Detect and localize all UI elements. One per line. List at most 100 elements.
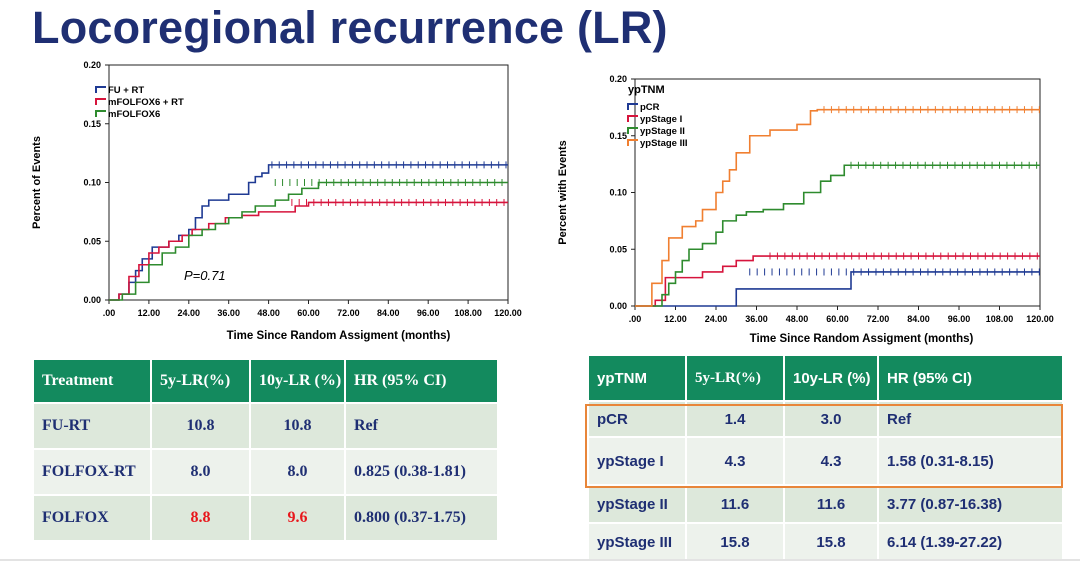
legend-label: mFOLFOX6 + RT — [108, 97, 184, 108]
lr-table-yptnm: ypTNM 5y-LR(%) 10y-LR (%) HR (95% CI) pC… — [588, 355, 1063, 561]
censor-marks — [823, 106, 1040, 114]
x-tick-label: 48.00 — [786, 314, 809, 324]
table-row: ypStage II 11.6 11.6 3.77 (0.87-16.38) — [588, 485, 1063, 523]
x-tick-label: .00 — [103, 308, 116, 318]
x-tick-label: 72.00 — [867, 314, 890, 324]
cell-10y-lr: 4.3 — [784, 437, 878, 485]
table-row: pCR 1.4 3.0 Ref — [588, 401, 1063, 437]
y-tick-label: 0.05 — [609, 244, 627, 254]
header-hr: HR (95% CI) — [878, 355, 1063, 401]
x-tick-label: 24.00 — [178, 308, 201, 318]
x-tick-label: 36.00 — [217, 308, 240, 318]
x-tick-label: 36.00 — [745, 314, 768, 324]
censor-marks — [769, 252, 1038, 260]
x-tick-label: 120.00 — [494, 308, 522, 318]
table-row: FU-RT 10.8 10.8 Ref — [33, 403, 498, 449]
header-treatment: Treatment — [33, 359, 151, 403]
cell-hr: 1.58 (0.31-8.15) — [878, 437, 1063, 485]
y-tick-label: 0.20 — [83, 60, 101, 70]
y-axis-label: Percent with Events — [557, 140, 569, 245]
cell-10y-lr: 10.8 — [250, 403, 345, 449]
x-tick-label: 108.00 — [986, 314, 1014, 324]
x-tick-label: 12.00 — [138, 308, 161, 318]
series-line — [109, 201, 508, 301]
table-row: ypStage I 4.3 4.3 1.58 (0.31-8.15) — [588, 437, 1063, 485]
y-tick-label: 0.15 — [83, 119, 101, 129]
legend-title: ypTNM — [628, 84, 665, 96]
x-tick-label: 120.00 — [1026, 314, 1054, 324]
x-tick-label: 60.00 — [297, 308, 320, 318]
cell-treatment: FU-RT — [33, 403, 151, 449]
table-header-row: ypTNM 5y-LR(%) 10y-LR (%) HR (95% CI) — [588, 355, 1063, 401]
cell-hr: 0.800 (0.37-1.75) — [345, 495, 498, 541]
x-tick-label: 84.00 — [377, 308, 400, 318]
x-tick-label: 48.00 — [257, 308, 280, 318]
header-10y-lr: 10y-LR (%) — [784, 355, 878, 401]
cell-10y-lr-highlight: 9.6 — [250, 495, 345, 541]
x-tick-label: 108.00 — [454, 308, 482, 318]
censor-marks — [274, 179, 503, 186]
x-axis-label: Time Since Random Assigment (months) — [227, 330, 451, 342]
legend-label: mFOLFOX6 — [108, 109, 160, 120]
lr-table-treatment: Treatment 5y-LR(%) 10y-LR (%) HR (95% CI… — [33, 359, 498, 541]
x-tick-label: 24.00 — [705, 314, 728, 324]
km-chart-yptnm: 0.00 0.05 0.10 0.15 0.20 .00 12.00 24.00 36.00 48… — [557, 74, 1054, 345]
cell-hr: 0.825 (0.38-1.81) — [345, 449, 498, 495]
censor-marks — [271, 161, 507, 169]
cell-stage: ypStage II — [588, 485, 686, 523]
x-tick-label: 96.00 — [417, 308, 440, 318]
y-tick-label: 0.05 — [83, 236, 101, 246]
slide-title: Locoregional recurrence (LR) — [32, 2, 668, 53]
cell-5y-lr: 8.0 — [151, 449, 250, 495]
x-tick-label: 96.00 — [948, 314, 971, 324]
y-tick-label: 0.10 — [83, 178, 101, 188]
legend-swatch — [627, 139, 638, 146]
legend-label: FU + RT — [108, 85, 144, 96]
header-10y-lr: 10y-LR (%) — [250, 359, 345, 403]
series-line — [109, 164, 508, 301]
cell-5y-lr: 10.8 — [151, 403, 250, 449]
series-line — [635, 271, 1040, 307]
y-axis-label: Percent of Events — [31, 136, 43, 229]
cell-stage: ypStage I — [588, 437, 686, 485]
cell-5y-lr-highlight: 8.8 — [151, 495, 250, 541]
cell-5y-lr: 11.6 — [686, 485, 784, 523]
legend-label: ypStage I — [640, 114, 682, 125]
legend-label: pCR — [640, 102, 660, 113]
cell-10y-lr: 3.0 — [784, 401, 878, 437]
bottom-divider — [0, 559, 1080, 561]
cell-treatment: FOLFOX — [33, 495, 151, 541]
cell-stage: pCR — [588, 401, 686, 437]
legend-label: ypStage III — [640, 138, 688, 149]
x-tick-label: 12.00 — [664, 314, 687, 324]
table-row: ypStage III 15.8 15.8 6.14 (1.39-27.22) — [588, 523, 1063, 561]
legend-swatch — [95, 86, 106, 93]
y-tick-label: 0.00 — [83, 295, 101, 305]
cell-10y-lr: 11.6 — [784, 485, 878, 523]
p-value-annotation: P=0.71 — [184, 268, 226, 283]
cell-hr: 6.14 (1.39-27.22) — [878, 523, 1063, 561]
x-tick-label: 84.00 — [907, 314, 930, 324]
y-tick-label: 0.20 — [609, 74, 627, 84]
legend-label: ypStage II — [640, 126, 685, 137]
cell-5y-lr: 1.4 — [686, 401, 784, 437]
cell-5y-lr: 15.8 — [686, 523, 784, 561]
censor-marks — [749, 268, 1040, 276]
legend-swatch — [627, 115, 638, 122]
series-line — [635, 108, 1040, 307]
cell-10y-lr: 15.8 — [784, 523, 878, 561]
legend-swatch — [627, 127, 638, 134]
legend-swatch — [95, 98, 106, 105]
header-5y-lr: 5y-LR(%) — [151, 359, 250, 403]
cell-hr: Ref — [345, 403, 498, 449]
table-row: FOLFOX 8.8 9.6 0.800 (0.37-1.75) — [33, 495, 498, 541]
series-line — [635, 255, 1040, 307]
cell-hr: 3.77 (0.87-16.38) — [878, 485, 1063, 523]
censor-marks — [291, 198, 505, 206]
cell-5y-lr: 4.3 — [686, 437, 784, 485]
x-tick-label: .00 — [629, 314, 642, 324]
header-5y-lr: 5y-LR(%) — [686, 355, 784, 401]
header-hr: HR (95% CI) — [345, 359, 498, 403]
x-tick-label: 60.00 — [826, 314, 849, 324]
cell-hr: Ref — [878, 401, 1063, 437]
